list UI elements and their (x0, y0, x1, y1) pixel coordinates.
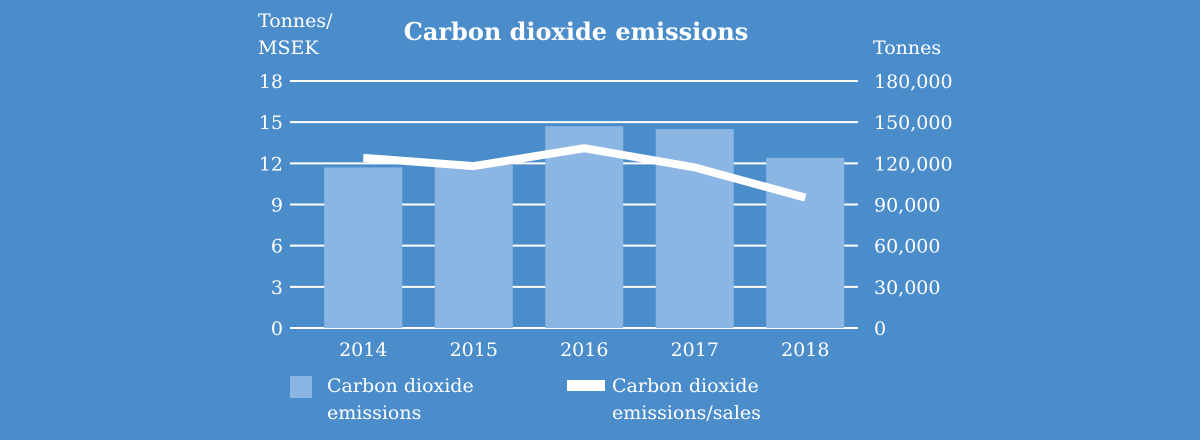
x-tick-label: 2016 (560, 339, 608, 361)
left-tick-label: 9 (271, 195, 283, 217)
legend: Carbon dioxide emissions Carbon dioxide … (290, 375, 761, 424)
bar (766, 157, 845, 328)
right-tick-label: 0 (874, 318, 886, 340)
bars (324, 126, 845, 329)
chart-title: Carbon dioxide emissions (404, 17, 749, 46)
left-tick-label: 15 (259, 112, 283, 134)
right-tick-label: 60,000 (874, 236, 940, 258)
x-tick-label: 2015 (450, 339, 498, 361)
legend-bar-label-line-2: emissions (327, 402, 421, 424)
bar (324, 167, 403, 328)
x-axis-ticks: 2014 2015 2016 2017 2018 (339, 339, 829, 361)
right-axis-ticks: 0 30,000 60,000 90,000 120,000 150,000 180,000 (874, 71, 953, 340)
bar (545, 126, 624, 329)
legend-line-label-line-2: emissions/sales (612, 402, 761, 424)
legend-bar-label-line-1: Carbon dioxide (327, 375, 474, 397)
left-tick-label: 0 (271, 318, 283, 340)
legend-line-label-line-1: Carbon dioxide (612, 375, 759, 397)
right-tick-label: 150,000 (874, 112, 953, 134)
x-tick-label: 2018 (781, 339, 829, 361)
bar (434, 161, 513, 328)
left-tick-label: 3 (271, 277, 283, 299)
left-tick-label: 12 (259, 153, 283, 175)
legend-bar-swatch (290, 376, 312, 398)
right-tick-label: 120,000 (874, 153, 953, 175)
right-axis-label: Tonnes (873, 37, 941, 59)
left-axis-label-line-1: Tonnes/ (258, 10, 333, 32)
left-axis-label-line-2: MSEK (258, 37, 319, 59)
left-axis-ticks: 0 3 6 9 12 15 18 (259, 71, 283, 340)
left-tick-label: 18 (259, 71, 283, 93)
right-tick-label: 180,000 (874, 71, 953, 93)
line-series (362, 144, 807, 202)
left-tick-label: 6 (271, 236, 283, 258)
line-path (362, 144, 807, 202)
right-tick-label: 90,000 (874, 195, 940, 217)
right-tick-label: 30,000 (874, 277, 940, 299)
x-tick-label: 2017 (671, 339, 719, 361)
legend-line-swatch (567, 380, 605, 391)
x-tick-label: 2014 (339, 339, 387, 361)
